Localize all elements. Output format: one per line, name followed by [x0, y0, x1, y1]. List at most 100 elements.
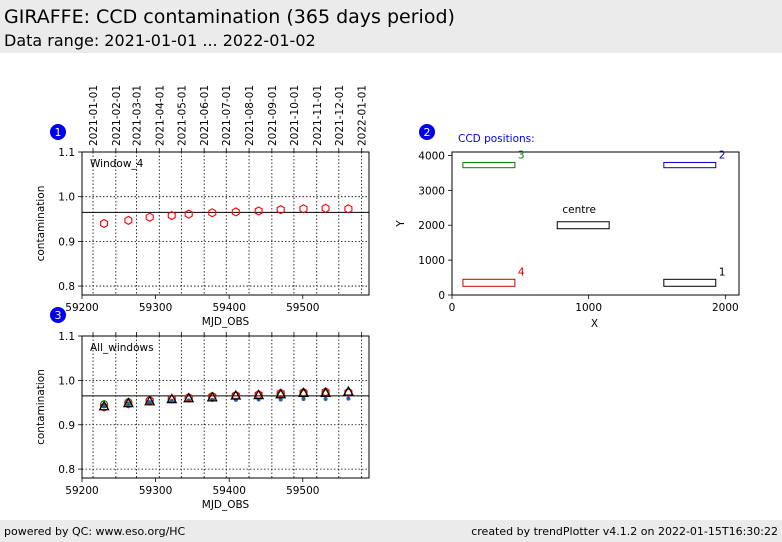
page-title: GIRAFFE: CCD contamination (365 days per…	[4, 6, 455, 28]
date-tick-label: 2021-05-01	[176, 85, 188, 146]
data-point-hexagon	[208, 208, 217, 218]
date-tick-label: 2021-04-01	[154, 85, 166, 146]
y-tick-label: 0.8	[58, 281, 75, 293]
data-point-triangle	[166, 393, 178, 404]
x-tick-label: 2000	[712, 302, 739, 314]
y-tick-label: 1.0	[58, 375, 75, 387]
ccd-window-box	[462, 278, 516, 287]
date-tick-label: 2021-07-01	[221, 85, 233, 146]
data-point-hexagon	[124, 399, 133, 409]
data-point-hexagon	[276, 204, 285, 215]
date-tick-label: 2021-02-01	[111, 85, 123, 146]
x-axis-label: MJD_OBS	[202, 316, 250, 328]
data-point-dot	[147, 400, 152, 405]
data-point-triangle	[342, 385, 354, 396]
ccd-window-label: 3	[518, 149, 525, 161]
panel-number: 1	[55, 126, 62, 139]
date-tick-label: 2021-06-01	[199, 85, 211, 146]
panel-number: 3	[55, 309, 62, 322]
data-point-triangle	[253, 389, 265, 400]
panel-label: Window_4	[90, 158, 144, 170]
data-point-triangle	[206, 391, 218, 402]
footer-powered-by: powered by QC: www.eso.org/HC	[4, 525, 186, 538]
data-point-dot	[323, 397, 328, 402]
y-tick-label: 1.0	[58, 192, 75, 204]
x-tick-label: 59500	[286, 485, 319, 497]
x-tick-label: 59200	[65, 485, 98, 497]
ccd-window-label: 4	[518, 266, 525, 278]
y-axis-label: contamination	[35, 369, 47, 445]
y-tick-label: 2000	[418, 220, 445, 232]
footer-bar: powered by QC: www.eso.org/HC created by…	[0, 520, 782, 542]
panel-number: 2	[424, 126, 431, 139]
x-tick-label: 59400	[212, 485, 245, 497]
header-bar: GIRAFFE: CCD contamination (365 days per…	[0, 0, 782, 53]
ccd-window-box	[462, 161, 516, 169]
y-tick-label: 0.9	[58, 420, 75, 432]
x-tick-label: 59400	[212, 302, 245, 314]
data-point-triangle	[297, 387, 310, 397]
date-tick-label: 2021-11-01	[312, 85, 324, 146]
panel-label: CCD positions:	[458, 133, 535, 145]
date-tick-label: 2021-03-01	[131, 85, 143, 146]
data-point-hexagon	[184, 209, 193, 219]
data-point-hexagon	[321, 203, 330, 213]
date-tick-label: 2021-09-01	[267, 85, 279, 146]
data-point-hexagon	[344, 204, 353, 214]
x-tick-label: 59200	[65, 302, 98, 314]
panel-number-badge	[50, 124, 66, 140]
data-point-hexagon	[231, 207, 240, 217]
y-tick-label: 3000	[418, 185, 445, 197]
data-point-hexagon	[100, 218, 109, 229]
date-tick-label: 2021-01-01	[88, 85, 100, 146]
data-point-triangle	[230, 389, 242, 400]
panel-label: All_windows	[90, 342, 154, 354]
data-point-triangle	[98, 400, 110, 411]
plot-frame	[81, 151, 370, 296]
y-axis-label: contamination	[35, 186, 47, 262]
data-point-hexagon	[254, 206, 263, 216]
y-tick-label: 0.8	[58, 464, 75, 476]
ccd-window-label: centre	[562, 204, 596, 216]
x-tick-label: 59500	[286, 302, 319, 314]
data-point-hexagon	[167, 210, 176, 221]
data-point-triangle	[183, 392, 195, 403]
ccd-window-label: 1	[719, 266, 726, 278]
plot-frame	[81, 335, 370, 479]
ccd-window-box	[663, 161, 717, 169]
x-tick-label: 59300	[139, 485, 172, 497]
data-point-triangle	[320, 387, 332, 397]
panel-number-badge	[419, 124, 435, 140]
data-range: Data range: 2021-01-01 ... 2022-01-02	[4, 31, 316, 50]
y-tick-label: 1.1	[58, 147, 75, 159]
data-point-triangle	[275, 388, 287, 399]
x-axis-label: MJD_OBS	[202, 499, 250, 511]
y-tick-label: 4000	[418, 150, 445, 162]
ccd-window-box	[663, 278, 717, 287]
data-point-hexagon	[299, 204, 308, 214]
data-point-dot	[301, 397, 306, 402]
date-tick-label: 2021-08-01	[244, 85, 256, 146]
y-tick-label: 0.9	[58, 236, 75, 248]
data-point-triangle	[144, 395, 156, 406]
data-point-hexagon	[145, 212, 154, 222]
x-tick-label: 0	[449, 302, 456, 314]
y-tick-label: 0	[438, 290, 445, 302]
ccd-window-label: 2	[719, 149, 726, 161]
date-tick-label: 2022-01-01	[357, 85, 369, 146]
data-point-dot	[346, 396, 351, 401]
date-tick-label: 2021-10-01	[289, 85, 301, 146]
data-point-dot	[102, 403, 107, 408]
data-point-hexagon	[124, 215, 133, 226]
y-tick-label: 1.1	[58, 331, 75, 343]
plot-frame	[451, 151, 740, 296]
ccd-window-box	[556, 221, 610, 230]
x-tick-label: 59300	[139, 302, 172, 314]
data-point-hexagon	[100, 402, 109, 412]
y-tick-label: 1000	[418, 255, 445, 267]
x-tick-label: 1000	[575, 302, 602, 314]
footer-created-by: created by trendPlotter v4.1.2 on 2022-0…	[471, 525, 778, 538]
panel-number-badge	[50, 307, 66, 323]
data-point-dot	[126, 401, 131, 406]
